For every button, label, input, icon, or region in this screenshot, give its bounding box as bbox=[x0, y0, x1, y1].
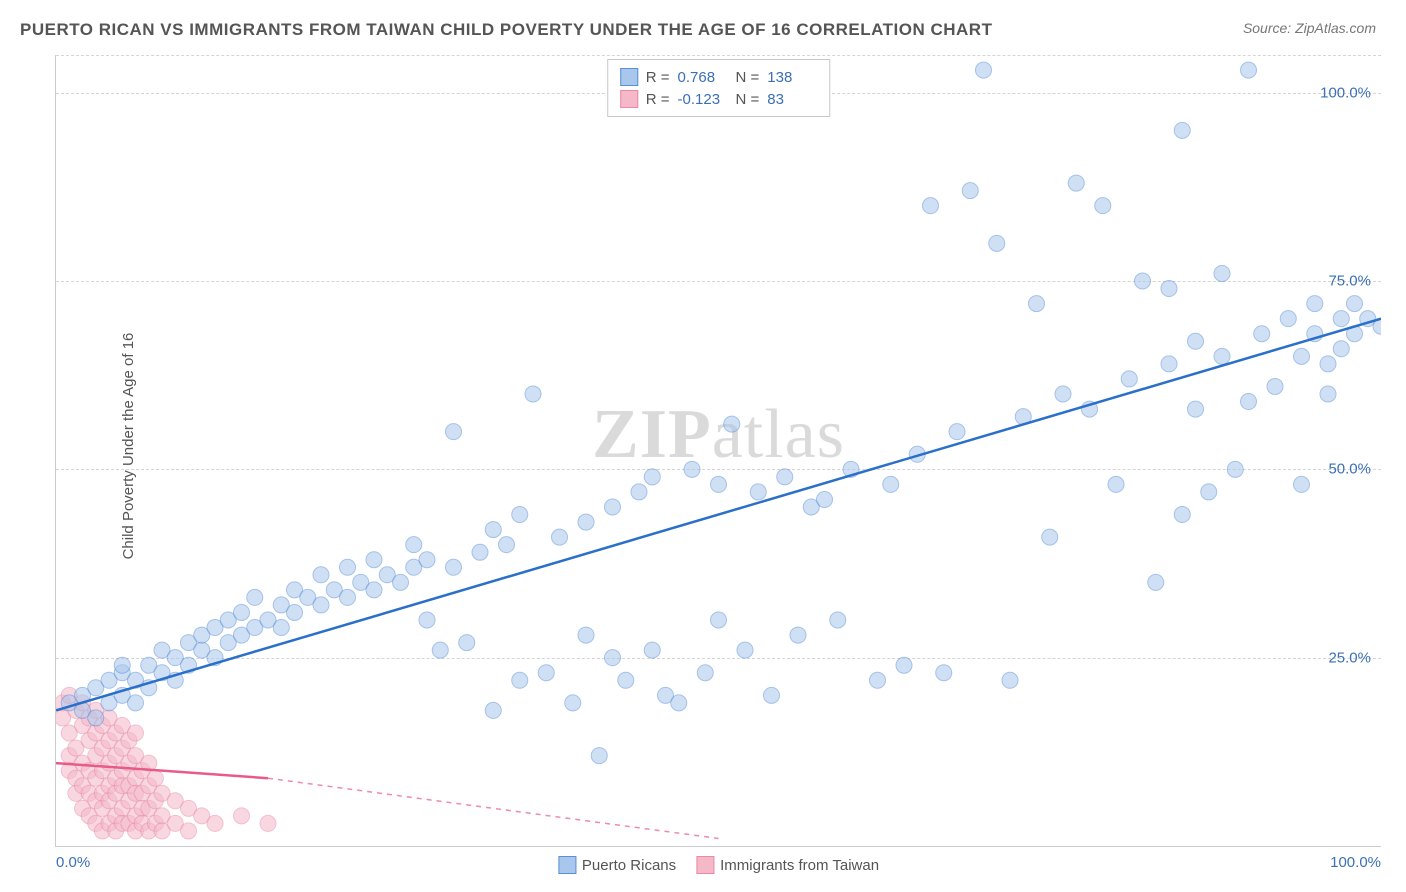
stats-swatch-series2 bbox=[620, 90, 638, 108]
scatter-plot bbox=[56, 55, 1381, 846]
stats-row-series1: R = 0.768 N = 138 bbox=[620, 66, 818, 88]
stats-box: R = 0.768 N = 138 R = -0.123 N = 83 bbox=[607, 59, 831, 117]
source-label: Source: ZipAtlas.com bbox=[1243, 20, 1376, 36]
header: PUERTO RICAN VS IMMIGRANTS FROM TAIWAN C… bbox=[0, 0, 1406, 45]
legend-swatch-series2 bbox=[696, 856, 714, 874]
legend-swatch-series1 bbox=[558, 856, 576, 874]
legend-item-series2: Immigrants from Taiwan bbox=[696, 856, 879, 874]
x-tick-right: 100.0% bbox=[1330, 854, 1381, 871]
stats-swatch-series1 bbox=[620, 68, 638, 86]
x-tick-left: 0.0% bbox=[56, 854, 90, 871]
chart-container: ZIPatlas 25.0%50.0%75.0%100.0% R = 0.768… bbox=[55, 55, 1381, 847]
chart-title: PUERTO RICAN VS IMMIGRANTS FROM TAIWAN C… bbox=[20, 20, 992, 40]
legend-item-series1: Puerto Ricans bbox=[558, 856, 676, 874]
stats-row-series2: R = -0.123 N = 83 bbox=[620, 88, 818, 110]
plot-area: ZIPatlas 25.0%50.0%75.0%100.0% R = 0.768… bbox=[55, 55, 1381, 847]
legend: Puerto Ricans Immigrants from Taiwan bbox=[558, 856, 879, 874]
